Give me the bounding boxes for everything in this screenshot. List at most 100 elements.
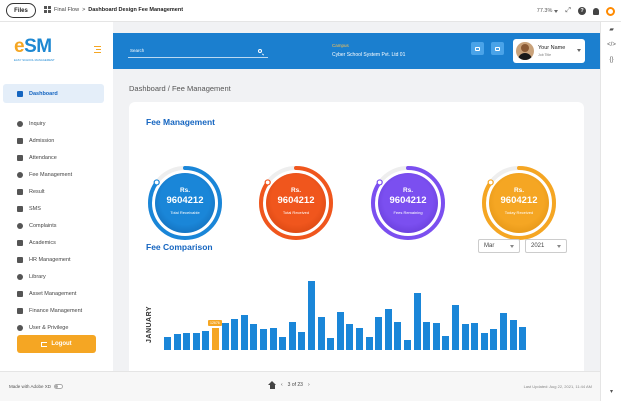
chart-bar[interactable]: [221, 323, 229, 350]
chart-bar[interactable]: [173, 334, 181, 350]
chart-bar[interactable]: [452, 305, 459, 350]
chart-month-label: JANUARY: [146, 305, 153, 343]
logout-icon: [41, 341, 48, 347]
chart-bar[interactable]: [413, 293, 421, 350]
chart-bar[interactable]: [423, 322, 431, 350]
sidebar-item-fee-management[interactable]: Fee Management: [0, 166, 113, 183]
sidebar-item-library[interactable]: Library: [0, 268, 113, 285]
sidebar-item-label: Academics: [29, 239, 56, 246]
chart-bar[interactable]: [394, 322, 402, 350]
fee-comparison-title: Fee Comparison: [146, 242, 213, 252]
chart-bar[interactable]: [490, 328, 498, 350]
toggle-switch[interactable]: [54, 384, 64, 389]
sidebar-item-inquiry[interactable]: Inquiry: [0, 115, 113, 132]
sidebar-item-attendance[interactable]: Attendance: [0, 149, 113, 166]
sidebar-item-sms[interactable]: SMS: [0, 200, 113, 217]
chevron-down-icon[interactable]: [577, 49, 581, 52]
inquiry-icon: [17, 120, 23, 127]
header-button-1[interactable]: [471, 42, 484, 55]
chart-bar[interactable]: [442, 335, 450, 350]
logout-label: Logout: [51, 341, 72, 347]
sidebar-item-dashboard[interactable]: Dashboard: [3, 84, 104, 103]
chart-bar[interactable]: [471, 323, 479, 350]
chart-bar[interactable]: [212, 327, 219, 350]
chart-bar[interactable]: [202, 331, 210, 350]
chart-bar[interactable]: [375, 316, 383, 350]
chart-bar[interactable]: [480, 333, 488, 350]
chart-bar[interactable]: [269, 327, 277, 350]
chart-bar[interactable]: [308, 280, 315, 350]
breadcrumb-parent[interactable]: Final Flow: [54, 6, 80, 13]
gauge-knob: [264, 179, 271, 186]
comment-icon[interactable]: ▰: [609, 27, 614, 33]
logout-button[interactable]: Logout: [17, 335, 96, 353]
chart-bar[interactable]: [298, 332, 306, 350]
chart-bar[interactable]: [317, 316, 325, 350]
campus-select[interactable]: Cyber School System Pvt. Ltd 01: [332, 52, 406, 58]
month-select[interactable]: Mar: [478, 239, 520, 253]
user-privilege-icon: [17, 324, 23, 331]
next-page-icon[interactable]: ›: [307, 382, 310, 388]
search-input[interactable]: Search: [128, 48, 268, 58]
braces-icon[interactable]: {}: [609, 57, 614, 63]
chart-bar[interactable]: [404, 339, 411, 350]
gauge-amount: 9604212: [277, 195, 315, 206]
chart-bar[interactable]: [346, 324, 354, 350]
chart-bar[interactable]: [356, 327, 363, 350]
hamburger-icon[interactable]: [94, 46, 101, 53]
chart-bar[interactable]: [509, 319, 517, 350]
sidebar-item-admission[interactable]: Admission: [0, 132, 113, 149]
year-select[interactable]: 2021: [525, 239, 567, 253]
gauge-currency: Rs.: [513, 187, 525, 194]
zoom-value: 77.3%: [536, 8, 553, 14]
chart-bar[interactable]: [231, 318, 239, 350]
fee-gauge: Rs. 9604212 Today Received: [480, 164, 558, 242]
sidebar-item-label: SMS: [29, 205, 41, 212]
chart-bar[interactable]: [260, 328, 267, 350]
chart-bar[interactable]: [164, 336, 171, 350]
code-icon[interactable]: </>: [607, 42, 616, 48]
search-icon[interactable]: [258, 49, 262, 53]
sidebar-item-result[interactable]: Result: [0, 183, 113, 200]
xd-logo-icon[interactable]: [606, 6, 615, 16]
last-updated: Last Updated: Aug 22, 2021, 11:44 AM: [523, 384, 592, 389]
filter-icon[interactable]: ▾: [609, 389, 613, 395]
chart-bar[interactable]: [279, 336, 287, 350]
header-button-2[interactable]: [491, 42, 504, 55]
fee-gauge: Rs. 9604212 Fees Remaining: [369, 164, 447, 242]
sidebar-item-label: Dashboard: [29, 90, 58, 97]
chart-bar[interactable]: [240, 315, 248, 350]
gauge-label: Today Received: [504, 210, 534, 215]
help-icon[interactable]: ?: [578, 7, 586, 15]
chart-bar[interactable]: [519, 326, 527, 350]
sidebar-item-finance-management[interactable]: Finance Management: [0, 302, 113, 319]
bell-icon[interactable]: [593, 7, 599, 15]
sidebar-item-user-privilege[interactable]: User & Privilege: [0, 319, 113, 336]
admission-icon: [17, 137, 23, 144]
home-icon[interactable]: [268, 381, 276, 389]
user-profile[interactable]: Your Name Job Title: [513, 39, 585, 63]
files-button[interactable]: Files: [6, 3, 36, 18]
prev-page-icon[interactable]: ‹: [281, 382, 283, 388]
chart-bar[interactable]: [192, 333, 200, 350]
chart-bar[interactable]: [327, 337, 335, 350]
chart-bar[interactable]: [183, 333, 191, 350]
chart-bar[interactable]: [336, 312, 344, 350]
xd-toolbar: Files Final Flow > Dashboard Design Fee …: [0, 0, 621, 22]
chart-bar[interactable]: [288, 322, 296, 350]
fullscreen-icon[interactable]: ⤢: [565, 7, 571, 14]
sms-icon: [17, 205, 23, 212]
sidebar-item-hr-management[interactable]: HR Management: [0, 251, 113, 268]
sidebar-item-complaints[interactable]: Complaints: [0, 217, 113, 234]
chart-bar[interactable]: [250, 324, 258, 350]
chart-bar[interactable]: [432, 323, 440, 350]
zoom-select[interactable]: 77.3%: [537, 8, 559, 14]
sidebar-item-asset-management[interactable]: Asset Management: [0, 285, 113, 302]
fee-management-title: Fee Management: [146, 117, 215, 127]
chart-bar[interactable]: [500, 313, 507, 350]
chart-bar[interactable]: [461, 324, 469, 350]
made-with-label: Made with Adobe XD: [9, 384, 52, 389]
chart-bar[interactable]: [384, 308, 392, 350]
sidebar-item-academics[interactable]: Academics: [0, 234, 113, 251]
chart-bar[interactable]: [365, 336, 373, 350]
